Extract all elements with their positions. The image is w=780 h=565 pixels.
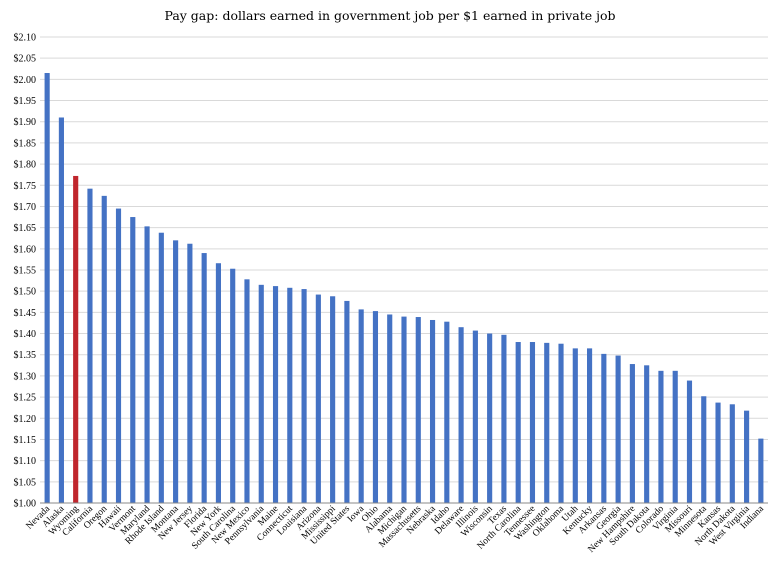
y-tick-label: $1.05	[14, 477, 37, 488]
y-tick-label: $1.90	[14, 117, 37, 128]
bar-texas	[501, 334, 507, 503]
bar-kansas	[715, 402, 721, 503]
bar-arizona	[315, 294, 321, 503]
bar-maryland	[144, 226, 150, 503]
bar-wyoming	[73, 175, 79, 503]
y-tick-label: $1.95	[14, 96, 37, 107]
y-tick-label: $1.30	[14, 371, 37, 382]
bar-west-virginia	[744, 410, 750, 503]
y-tick-label: $1.60	[14, 244, 37, 255]
bar-utah	[572, 348, 578, 503]
bar-wisconsin	[487, 333, 493, 503]
bar-michigan	[401, 316, 407, 503]
y-tick-label: $1.45	[14, 308, 37, 319]
bar-missouri	[686, 380, 693, 503]
bar-nevada	[44, 73, 50, 503]
y-tick-label: $1.00	[14, 499, 37, 510]
y-tick-label: $1.70	[14, 202, 37, 213]
bar-illinois	[472, 330, 478, 503]
y-tick-label: $1.40	[14, 329, 37, 340]
bar-new-hampshire	[629, 364, 635, 503]
bar-north-dakota	[729, 404, 735, 503]
y-tick-label: $1.10	[14, 456, 37, 467]
bar-washington	[544, 342, 550, 503]
bar-maine	[272, 286, 279, 503]
bar-iowa	[358, 309, 364, 503]
bar-louisiana	[301, 289, 307, 503]
y-tick-label: $1.15	[14, 435, 37, 446]
y-axis-ticks: $1.00 $1.05 $1.10 $1.15 $1.20 $1.25 $1.30 $1.35…	[14, 33, 37, 510]
bar-virginia	[672, 370, 678, 503]
bar-oregon	[101, 195, 107, 503]
y-tick-label: $1.75	[14, 181, 37, 192]
bar-florida	[201, 253, 207, 503]
y-tick-label: $1.20	[14, 414, 37, 425]
bar-south-carolina	[230, 268, 236, 503]
bar-alabama	[387, 314, 393, 503]
bar-rhode-island	[158, 232, 164, 503]
bar-minnesota	[701, 396, 707, 503]
chart-title: Pay gap: dollars earned in government jo…	[164, 8, 615, 23]
y-tick-label: $1.35	[14, 350, 37, 361]
y-tick-label: $2.10	[14, 33, 37, 44]
bar-nebraska	[429, 319, 436, 503]
y-tick-label: $2.00	[14, 75, 37, 86]
bar-colorado	[658, 370, 664, 503]
y-tick-label: $1.65	[14, 223, 37, 234]
bar-vermont	[130, 217, 136, 503]
bar-massachusetts	[415, 317, 421, 503]
y-tick-label: $1.25	[14, 393, 37, 404]
bar-alaska	[58, 117, 64, 503]
bar-delaware	[458, 327, 464, 503]
y-tick-label: $1.55	[14, 266, 37, 277]
bar-pennsylvania	[258, 284, 264, 503]
bar-new-mexico	[244, 279, 250, 503]
bars	[44, 73, 764, 504]
bar-california	[87, 188, 93, 504]
bar-united-states	[344, 300, 350, 503]
bar-montana	[173, 240, 179, 503]
x-axis-labels: NevadaAlaskaWyomingCaliforniaOregonHawai…	[25, 503, 767, 555]
bar-mississippi	[330, 296, 336, 503]
bar-kentucky	[586, 348, 593, 503]
bar-new-york	[215, 263, 222, 503]
bar-new-jersey	[187, 243, 193, 503]
bar-ohio	[372, 311, 379, 503]
bar-north-carolina	[515, 342, 521, 503]
bar-georgia	[615, 355, 621, 503]
y-tick-label: $1.50	[14, 287, 37, 298]
y-tick-label: $1.85	[14, 138, 37, 149]
y-tick-label: $1.80	[14, 160, 37, 171]
bar-tennessee	[529, 342, 536, 503]
y-tick-label: $2.05	[14, 54, 37, 65]
bar-hawaii	[115, 208, 122, 503]
bar-south-dakota	[644, 365, 650, 503]
bar-oklahoma	[558, 343, 564, 503]
bar-connecticut	[287, 287, 293, 503]
bar-indiana	[758, 438, 764, 503]
bar-idaho	[444, 321, 450, 503]
bar-arkansas	[601, 353, 607, 503]
